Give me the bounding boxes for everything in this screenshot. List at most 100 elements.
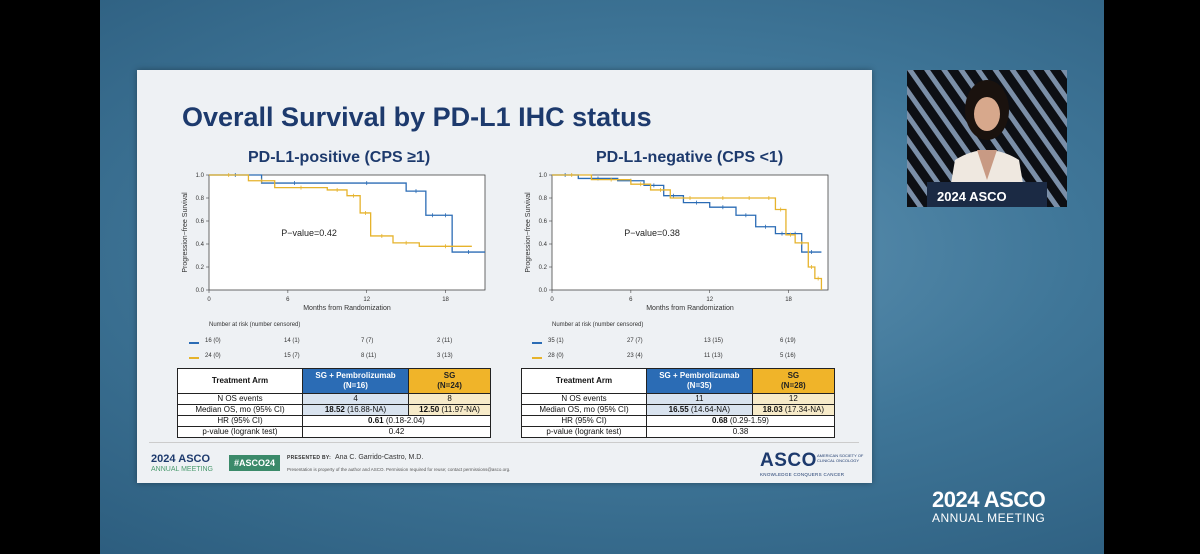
arm1-header: SG + Pembrolizumab (N=16) bbox=[301, 368, 410, 394]
risk-row-arm1: 35 (1) 27 (7) 13 (15) 6 (19) bbox=[532, 338, 832, 348]
x-tick-label: 18 bbox=[785, 297, 792, 303]
footer-divider bbox=[149, 442, 859, 443]
risk-table-header: Number at risk (number censored) bbox=[209, 322, 301, 328]
risk-cell: 2 (11) bbox=[437, 338, 453, 344]
summary-table-negative: Treatment Arm SG + Pembrolizumab (N=35) S… bbox=[521, 368, 836, 438]
presenter-line: PRESENTED BY: Ana C. Garrido-Castro, M.D… bbox=[287, 454, 424, 461]
risk-row-arm2: 28 (0) 23 (4) 11 (13) 5 (16) bbox=[532, 353, 832, 363]
x-tick-label: 6 bbox=[629, 297, 633, 303]
x-axis-label: Months from Randomization bbox=[646, 305, 734, 312]
y-tick-label: 0.0 bbox=[196, 288, 205, 294]
p-value-annotation: P−value=0.38 bbox=[624, 228, 680, 238]
hr-value: 0.68 (0.29-1.59) bbox=[646, 415, 835, 427]
arm1-header: SG + Pembrolizumab (N=35) bbox=[646, 368, 753, 394]
y-tick-label: 0.0 bbox=[539, 288, 548, 294]
asco-brand-watermark: 2024 ASCO ANNUAL MEETING bbox=[932, 487, 1046, 525]
y-tick-label: 0.4 bbox=[196, 242, 205, 248]
risk-row-arm1: 16 (0) 14 (1) 7 (7) 2 (11) bbox=[189, 338, 489, 348]
legend-line-blue bbox=[532, 342, 542, 344]
km-chart-negative: 0.0 0.2 0.4 0.6 0.8 1.0 0 6 12 18 Months from Rand… bbox=[525, 173, 829, 312]
km-chart-positive: 0.0 0.2 0.4 0.6 0.8 1.0 0 6 12 18 Months from Rand… bbox=[182, 173, 486, 312]
median-arm1: 18.52 (16.88-NA) bbox=[301, 404, 410, 416]
plot-area bbox=[551, 174, 829, 291]
y-axis-label: Progression−free Survival bbox=[182, 192, 189, 273]
letterbox-right bbox=[1104, 0, 1200, 554]
median-arm1: 16.55 (14.64-NA) bbox=[646, 404, 753, 416]
risk-cell: 15 (7) bbox=[284, 353, 300, 359]
panel-title-positive: PD-L1-positive (CPS ≥1) bbox=[248, 149, 431, 166]
y-tick-label: 1.0 bbox=[196, 173, 205, 179]
x-tick-label: 12 bbox=[363, 297, 370, 303]
risk-cell: 3 (13) bbox=[437, 353, 453, 359]
risk-cell: 7 (7) bbox=[361, 338, 374, 344]
hr-value: 0.61 (0.18-2.04) bbox=[302, 415, 491, 427]
arm-label: Treatment Arm bbox=[521, 368, 647, 394]
x-tick-label: 12 bbox=[706, 297, 713, 303]
events-arm2: 12 bbox=[751, 393, 836, 405]
asco-society-logo: ASCO AMERICAN SOCIETY OF CLINICAL ONCOLO… bbox=[760, 450, 864, 477]
arm2-header: SG (N=28) bbox=[751, 368, 836, 394]
x-tick-label: 0 bbox=[550, 297, 554, 303]
letterbox-left bbox=[0, 0, 100, 554]
events-arm2: 8 bbox=[408, 393, 491, 405]
x-tick-label: 6 bbox=[286, 297, 290, 303]
p-label: p-value (logrank test) bbox=[521, 426, 647, 438]
p-value: 0.42 bbox=[302, 426, 491, 438]
p-value-annotation: P−value=0.42 bbox=[281, 228, 337, 238]
risk-cell: 13 (15) bbox=[704, 338, 724, 344]
summary-table-positive: Treatment Arm SG + Pembrolizumab (N=16) S… bbox=[177, 368, 491, 438]
events-label: N OS events bbox=[177, 393, 303, 405]
panel-title-negative: PD-L1-negative (CPS <1) bbox=[596, 149, 784, 166]
risk-cell: 27 (7) bbox=[627, 338, 643, 344]
x-axis-label: Months from Randomization bbox=[303, 305, 391, 312]
arm-label: Treatment Arm bbox=[177, 368, 303, 394]
median-label: Median OS, mo (95% CI) bbox=[177, 404, 303, 416]
presentation-slide: Overall Survival by PD-L1 IHC status PD-… bbox=[137, 70, 872, 483]
y-tick-label: 1.0 bbox=[539, 173, 548, 179]
y-axis-label: Progression−free Survival bbox=[525, 192, 532, 273]
podium-brand: 2024 ASCO bbox=[937, 189, 1007, 204]
median-label: Median OS, mo (95% CI) bbox=[521, 404, 647, 416]
risk-table-header: Number at risk (number censored) bbox=[552, 322, 644, 328]
risk-cell: 16 (0) bbox=[205, 338, 221, 344]
risk-cell: 35 (1) bbox=[548, 338, 564, 344]
legend-line-gold bbox=[532, 357, 542, 359]
y-tick-label: 0.6 bbox=[196, 219, 205, 225]
p-value: 0.38 bbox=[646, 426, 835, 438]
events-arm1: 11 bbox=[646, 393, 753, 405]
y-tick-label: 0.2 bbox=[196, 265, 205, 271]
risk-cell: 23 (4) bbox=[627, 353, 643, 359]
asco-annual-meeting-logo: 2024 ASCO ANNUAL MEETING bbox=[151, 453, 213, 474]
events-label: N OS events bbox=[521, 393, 647, 405]
slide-title: Overall Survival by PD-L1 IHC status bbox=[182, 102, 652, 132]
x-tick-label: 18 bbox=[442, 297, 449, 303]
arm2-header: SG (N=24) bbox=[408, 368, 491, 394]
hr-label: HR (95% CI) bbox=[521, 415, 647, 427]
risk-cell: 14 (1) bbox=[284, 338, 300, 344]
y-tick-label: 0.4 bbox=[539, 242, 548, 248]
hr-label: HR (95% CI) bbox=[177, 415, 303, 427]
y-tick-label: 0.2 bbox=[539, 265, 548, 271]
speaker-image bbox=[907, 70, 1067, 207]
risk-cell: 8 (11) bbox=[361, 353, 377, 359]
p-label: p-value (logrank test) bbox=[177, 426, 303, 438]
y-tick-label: 0.6 bbox=[539, 219, 548, 225]
risk-cell: 5 (16) bbox=[780, 353, 796, 359]
risk-cell: 28 (0) bbox=[548, 353, 564, 359]
legend-line-gold bbox=[189, 357, 199, 359]
hashtag-badge: #ASCO24 bbox=[229, 455, 281, 471]
speaker-video: 2024 ASCO bbox=[907, 70, 1067, 207]
legend-line-blue bbox=[189, 342, 199, 344]
x-tick-label: 0 bbox=[207, 297, 211, 303]
median-arm2: 12.50 (11.97-NA) bbox=[408, 404, 491, 416]
risk-cell: 24 (0) bbox=[205, 353, 221, 359]
y-tick-label: 0.8 bbox=[539, 196, 548, 202]
risk-row-arm2: 24 (0) 15 (7) 8 (11) 3 (13) bbox=[189, 353, 489, 363]
risk-cell: 6 (19) bbox=[780, 338, 796, 344]
risk-cell: 11 (13) bbox=[704, 353, 723, 359]
y-tick-label: 0.8 bbox=[196, 196, 205, 202]
median-arm2: 18.03 (17.34-NA) bbox=[751, 404, 836, 416]
events-arm1: 4 bbox=[301, 393, 410, 405]
disclaimer-text: Presentation is property of the author a… bbox=[287, 467, 511, 472]
